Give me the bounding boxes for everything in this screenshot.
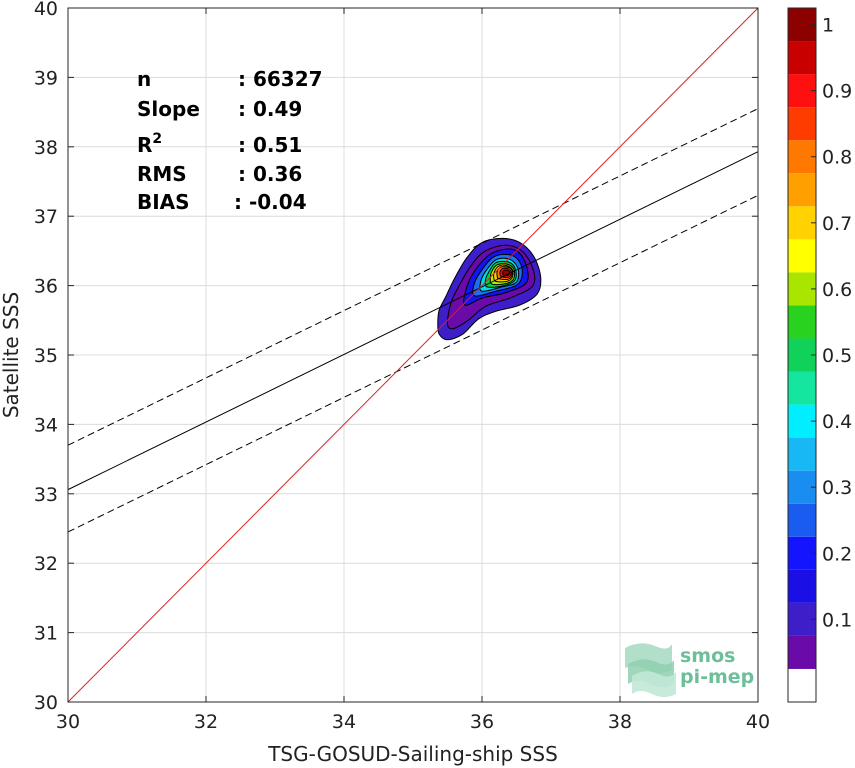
colorbar-band	[788, 173, 816, 207]
x-tick-label: 30	[56, 711, 80, 733]
colorbar-tick-label: 0.1	[822, 609, 852, 631]
y-tick-label: 35	[34, 345, 58, 367]
colorbar-tick-label: 1	[822, 15, 834, 37]
x-tick-label: 36	[470, 711, 494, 733]
y-tick-label: 30	[34, 692, 58, 714]
stat-value: : 0.49	[238, 97, 302, 121]
x-axis-label: TSG-GOSUD-Sailing-ship SSS	[267, 742, 558, 766]
colorbar-tick-label: 0.4	[822, 411, 852, 433]
fit-lower-dashed-line	[67, 194, 759, 533]
stat-value: : 66327	[238, 67, 323, 91]
logo-line1: smos	[680, 645, 735, 667]
logo-waves-icon	[625, 643, 676, 697]
colorbar: 0.1 0.2 0.3 0.4 0.5 0.6 0.7 0.8 0.9 1	[787, 7, 852, 703]
x-axis-ticks: 30 32 34 36 38 40	[56, 8, 770, 733]
identity-line	[67, 7, 759, 703]
y-tick-label: 40	[34, 0, 58, 20]
y-tick-label: 31	[34, 623, 58, 645]
y-tick-label: 36	[34, 276, 58, 298]
colorbar-tick-label: 0.9	[822, 81, 852, 103]
colorbar-tick-label: 0.3	[822, 477, 852, 499]
colorbar-tick-label: 0.5	[822, 345, 852, 367]
regression-lines	[67, 7, 759, 703]
stat-label: Slope	[137, 97, 200, 121]
stat-value: : 0.51	[238, 133, 302, 157]
y-tick-label: 37	[34, 206, 58, 228]
colorbar-tick-label: 0.2	[822, 543, 852, 565]
y-tick-label: 33	[34, 484, 58, 506]
y-tick-label: 34	[34, 414, 58, 436]
logo-line2: pi-mep	[680, 666, 754, 688]
colorbar-band	[788, 569, 816, 603]
x-tick-label: 40	[746, 711, 770, 733]
colorbar-tick-label: 0.7	[822, 213, 852, 235]
stat-value: : 0.36	[238, 162, 302, 186]
fit-upper-dashed-line	[67, 108, 759, 446]
colorbar-band	[788, 635, 816, 669]
colorbar-band	[788, 41, 816, 75]
y-axis-label: Satellite SSS	[0, 292, 23, 418]
y-tick-label: 32	[34, 553, 58, 575]
stat-label: BIAS	[137, 190, 190, 214]
y-tick-label: 39	[34, 67, 58, 89]
smos-pi-mep-logo: smos pi-mep	[625, 643, 754, 697]
grid	[67, 7, 759, 703]
x-tick-label: 38	[608, 711, 632, 733]
fit-line	[67, 151, 759, 491]
x-tick-label: 34	[332, 711, 356, 733]
stat-label: RMS	[137, 162, 187, 186]
stat-label: n	[137, 67, 151, 91]
colorbar-band	[788, 305, 816, 339]
colorbar-band	[788, 437, 816, 471]
y-tick-label: 38	[34, 137, 58, 159]
colorbar-band	[788, 371, 816, 405]
colorbar-tick-label: 0.8	[822, 147, 852, 169]
stat-value: : -0.04	[234, 190, 307, 214]
density-contours	[437, 237, 542, 341]
colorbar-band	[788, 107, 816, 141]
x-tick-label: 32	[194, 711, 218, 733]
colorbar-band	[788, 239, 816, 273]
colorbar-tick-label: 0.6	[822, 279, 852, 301]
colorbar-band	[788, 668, 816, 702]
colorbar-band	[788, 503, 816, 537]
y-axis-ticks: 30 31 32 33 34 35 36 37 38 39 40	[34, 0, 758, 714]
